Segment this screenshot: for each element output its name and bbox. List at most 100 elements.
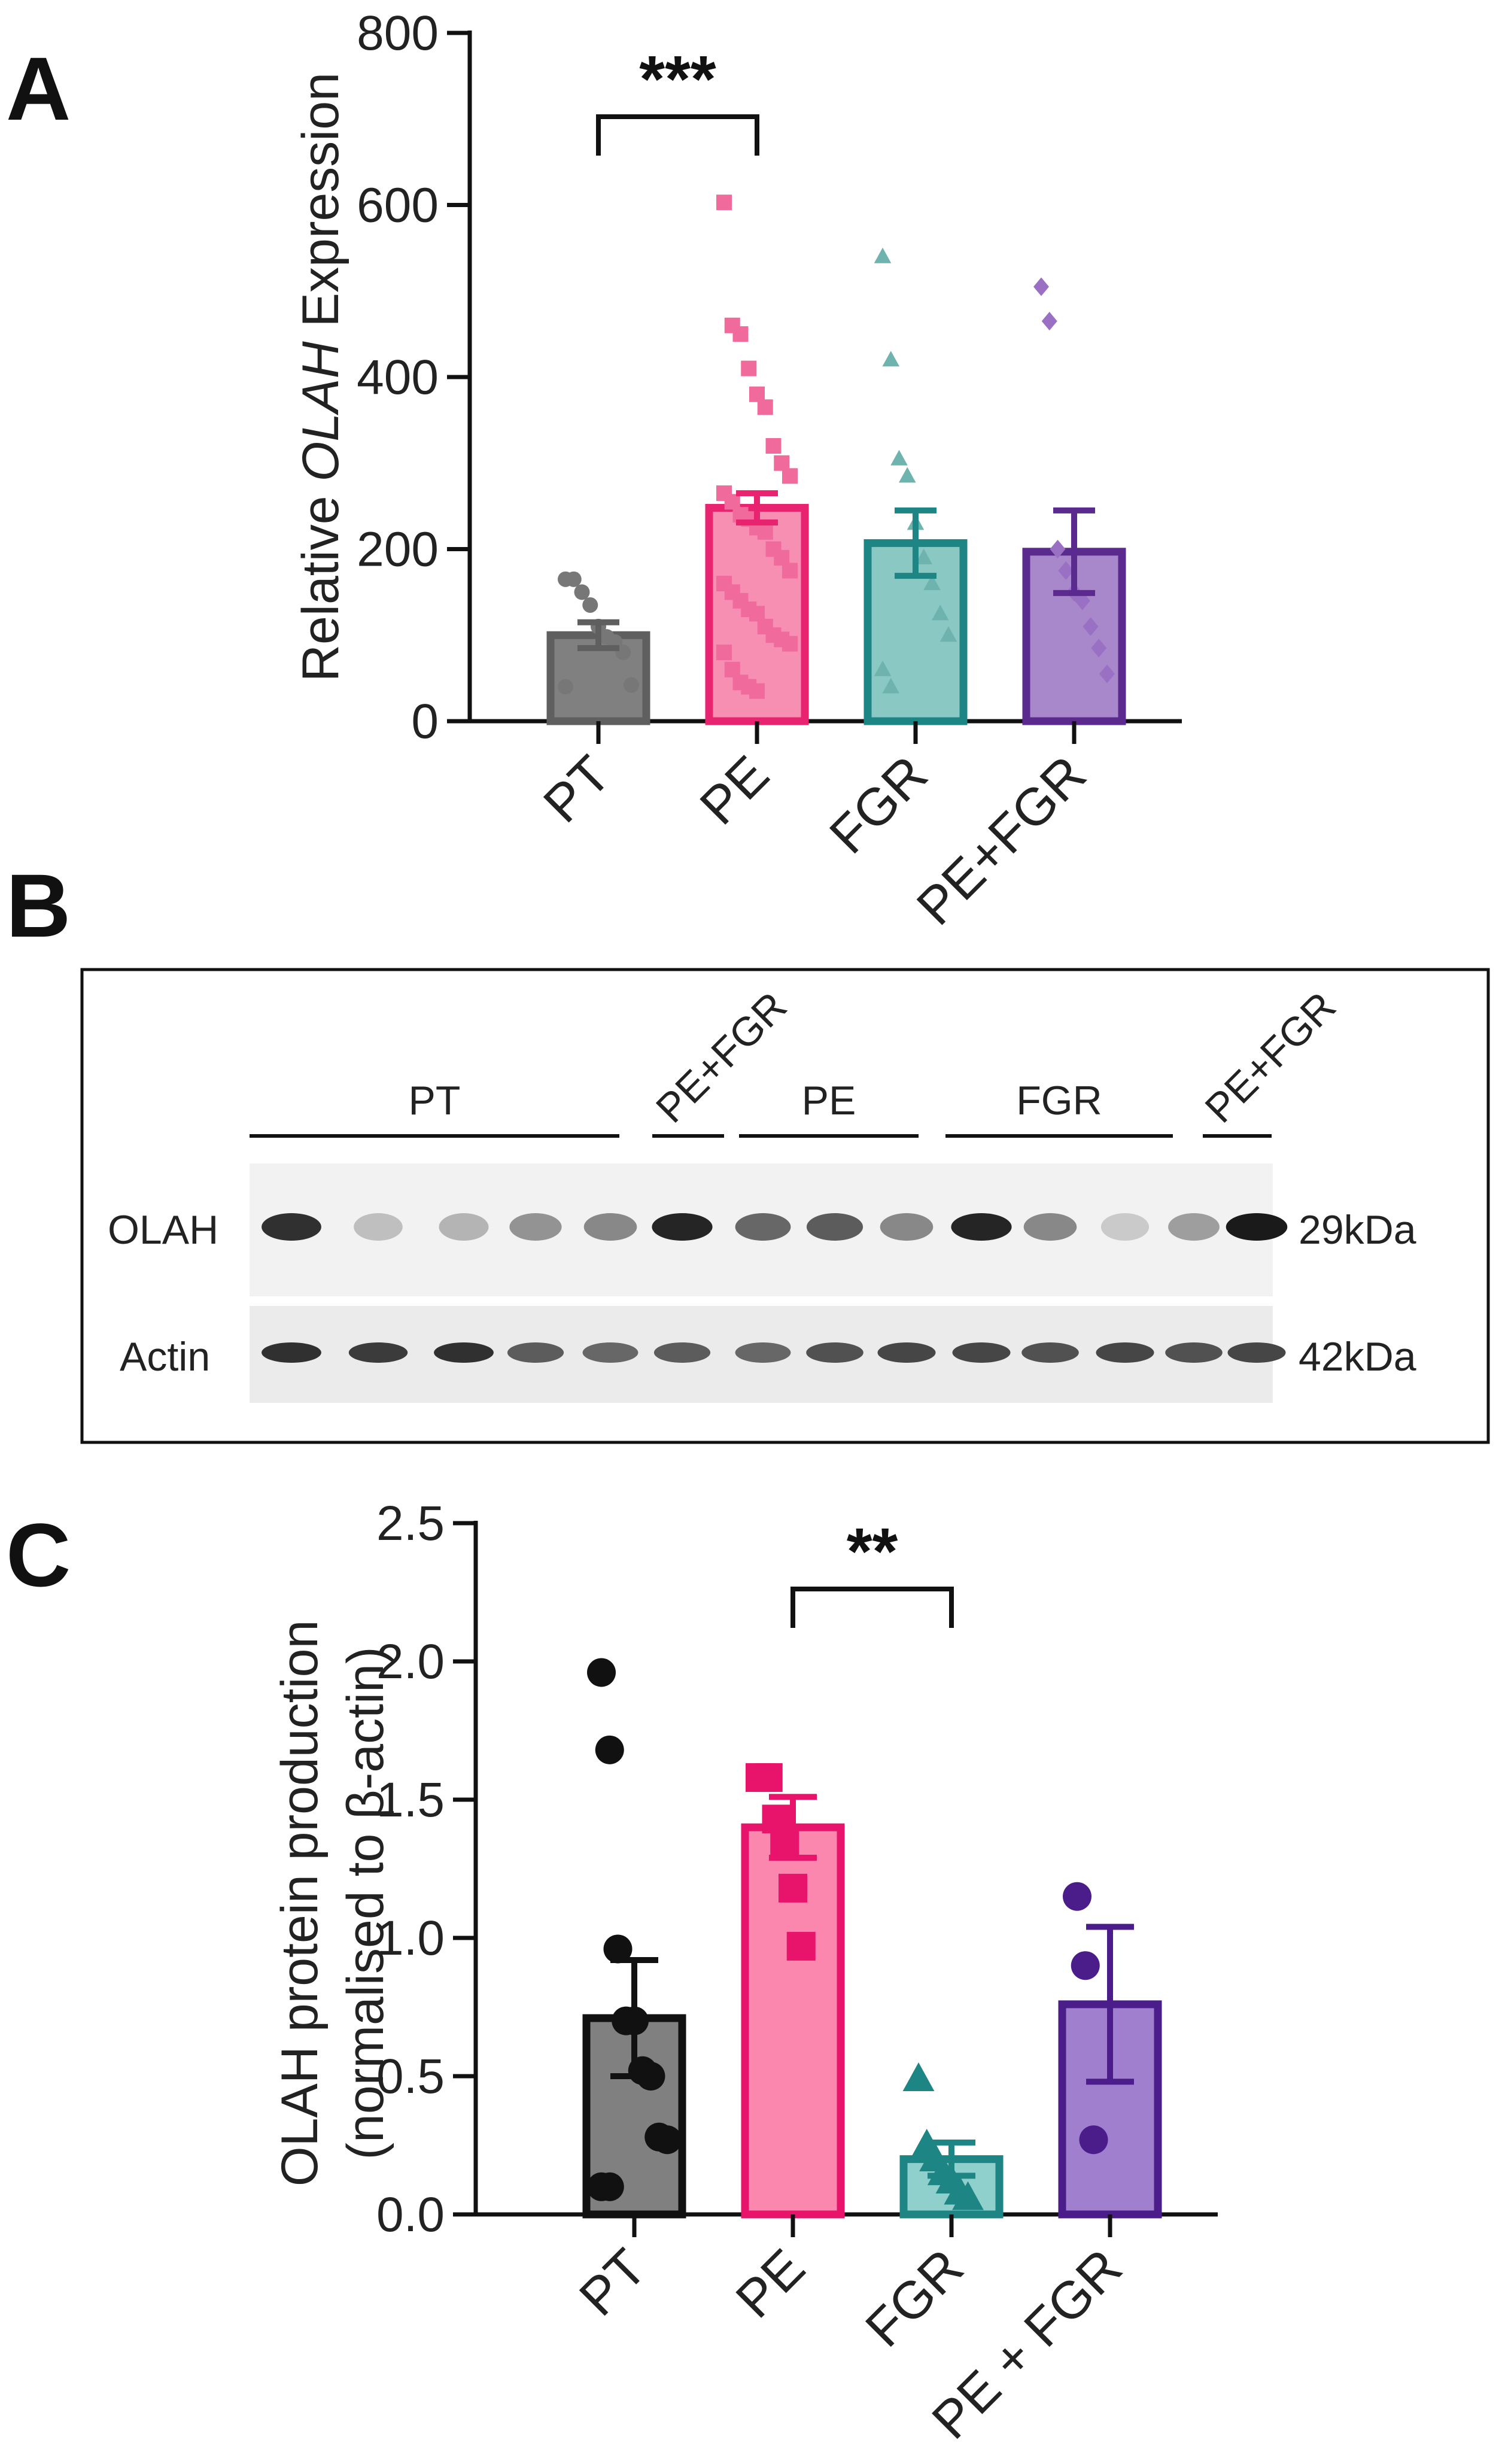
chart-a-point-1-26 [782, 636, 798, 652]
chart-c-category-label-1: PE [724, 2237, 816, 2329]
chart-a-point-2-2 [890, 449, 908, 466]
chart-a-point-2-7 [931, 604, 949, 621]
chart-a-point-1-2 [732, 326, 749, 342]
blot-size-actin: 42kDa [1299, 1334, 1416, 1380]
chart-c-category-label-2: FGR [854, 2237, 974, 2357]
chart-c: OLAH protein production (normalised to β… [271, 1496, 1218, 2450]
blot-band-actin-11 [1096, 1342, 1154, 1363]
blot-band-actin-6 [735, 1342, 791, 1363]
chart-a-point-1-14 [757, 524, 773, 540]
blot-group-labels: PT PE+FGR PE FGR PE+FGR [250, 983, 1345, 1138]
panel-letter-c: C [6, 1505, 71, 1605]
chart-a-point-1-6 [765, 438, 782, 454]
chart-c-ytick-label-2: 1.0 [376, 1911, 445, 1965]
blot-band-actin-10 [1021, 1342, 1079, 1363]
chart-a-point-2-3 [898, 467, 916, 483]
blot-band-olah-9 [951, 1213, 1012, 1241]
chart-a-point-3-0 [1033, 277, 1049, 296]
chart-c-point-3-1 [1071, 1951, 1100, 1980]
chart-c-point-0-2 [603, 1934, 633, 1964]
chart-a-point-0-1 [565, 571, 582, 587]
chart-a-category-label-1: PE [688, 744, 780, 835]
blot-band-olah-8 [880, 1213, 934, 1241]
chart-a-significance-bracket-0 [596, 114, 759, 156]
western-blot: PT PE+FGR PE FGR PE+FGR OLAH Actin 29kDa 42k… [80, 968, 1490, 1444]
chart-c-point-1-5 [786, 1931, 816, 1961]
chart-a-point-2-1 [882, 351, 900, 367]
blot-group-label-4: PE+FGR [1196, 983, 1344, 1131]
panel-letter-b: B [6, 855, 71, 956]
chart-c-category-label-0: PT [568, 2237, 658, 2327]
chart-a-point-2-8 [939, 626, 957, 642]
chart-c-ylabel-line1: OLAH protein production [271, 1620, 329, 2187]
chart-a-point-2-6 [923, 575, 941, 591]
blot-band-olah-0 [262, 1213, 321, 1241]
chart-a-point-3-8 [1099, 664, 1115, 683]
chart-c-point-0-1 [595, 1735, 624, 1764]
blot-band-actin-12 [1165, 1342, 1223, 1363]
chart-c-point-0-8 [653, 2125, 682, 2155]
chart-a-point-2-5 [915, 548, 933, 564]
blot-band-actin-8 [877, 1342, 936, 1363]
chart-a-point-3-3 [1058, 561, 1074, 581]
chart-a-point-1-27 [716, 645, 732, 660]
blot-band-olah-3 [509, 1213, 562, 1241]
chart-c-ytick-label-5: 2.5 [376, 1496, 445, 1551]
blot-band-olah-11 [1100, 1213, 1150, 1241]
blot-group-label-0: PT [409, 1078, 461, 1123]
chart-a-point-1-31 [749, 683, 765, 699]
chart-a-point-2-10 [882, 677, 900, 694]
blot-band-actin-2 [434, 1342, 494, 1363]
blot-band-olah-10 [1023, 1213, 1077, 1241]
blot-band-actin-0 [262, 1342, 321, 1363]
panel-letter-a: A [6, 38, 71, 139]
blot-band-actin-4 [582, 1342, 638, 1363]
chart-c-ytick-label-4: 2.0 [376, 1634, 445, 1689]
chart-a-point-1-3 [741, 360, 757, 376]
blot-band-olah-5 [652, 1213, 713, 1241]
chart-c-ylabel-line2: (normalised to β-actin) [337, 1646, 394, 2159]
chart-a-point-0-9 [558, 679, 573, 695]
blot-row-label-olah: OLAH [108, 1207, 218, 1253]
chart-a-point-2-0 [874, 247, 892, 263]
chart-c-ytick-label-1: 0.5 [376, 2049, 445, 2104]
chart-a-point-1-0 [716, 195, 732, 211]
chart-a-ytick-label-0: 0 [411, 694, 439, 749]
chart-a-point-1-5 [757, 399, 773, 415]
chart-c-point-1-4 [779, 1873, 807, 1903]
chart-a-category-label-3: PE+FGR [905, 744, 1097, 936]
blot-group-label-3: FGR [1016, 1078, 1102, 1123]
blot-band-olah-7 [806, 1213, 864, 1241]
chart-a-category-label-2: FGR [818, 744, 938, 864]
chart-a-category-label-0: PT [532, 744, 622, 834]
chart-a-point-1-17 [782, 563, 798, 579]
blot-band-olah-6 [735, 1213, 791, 1241]
blot-band-actin-9 [952, 1342, 1011, 1363]
chart-a-point-3-6 [1083, 617, 1099, 636]
chart-a-ytick-label-3: 600 [357, 178, 439, 233]
blot-band-actin-1 [348, 1342, 408, 1363]
chart-c-ytick-label-0: 0.0 [376, 2187, 445, 2242]
chart-c-point-0-0 [587, 1658, 616, 1687]
chart-c-point-2-6 [952, 2181, 984, 2210]
chart-c-point-2-0 [902, 2062, 935, 2092]
blot-group-label-1: PE+FGR [647, 983, 795, 1131]
chart-a-point-3-7 [1091, 639, 1107, 658]
chart-a-ytick-label-2: 400 [357, 350, 439, 405]
blot-frame [80, 968, 1490, 1444]
chart-a-point-1-8 [782, 468, 798, 484]
chart-c-point-1-1 [753, 1763, 783, 1792]
blot-bands [262, 1213, 1288, 1363]
blot-band-actin-5 [653, 1342, 711, 1363]
blot-group-label-2: PE [802, 1078, 856, 1123]
blot-band-actin-3 [507, 1342, 564, 1363]
blot-band-actin-7 [806, 1342, 864, 1363]
chart-c-point-3-0 [1063, 1882, 1091, 1911]
blot-band-olah-12 [1168, 1213, 1220, 1241]
chart-a-point-0-8 [624, 677, 639, 693]
blot-band-olah-4 [583, 1213, 637, 1241]
blot-band-olah-2 [439, 1213, 489, 1241]
chart-a-point-3-2 [1050, 539, 1066, 559]
chart-a-ylabel: Relative OLAH Expression [292, 72, 349, 682]
